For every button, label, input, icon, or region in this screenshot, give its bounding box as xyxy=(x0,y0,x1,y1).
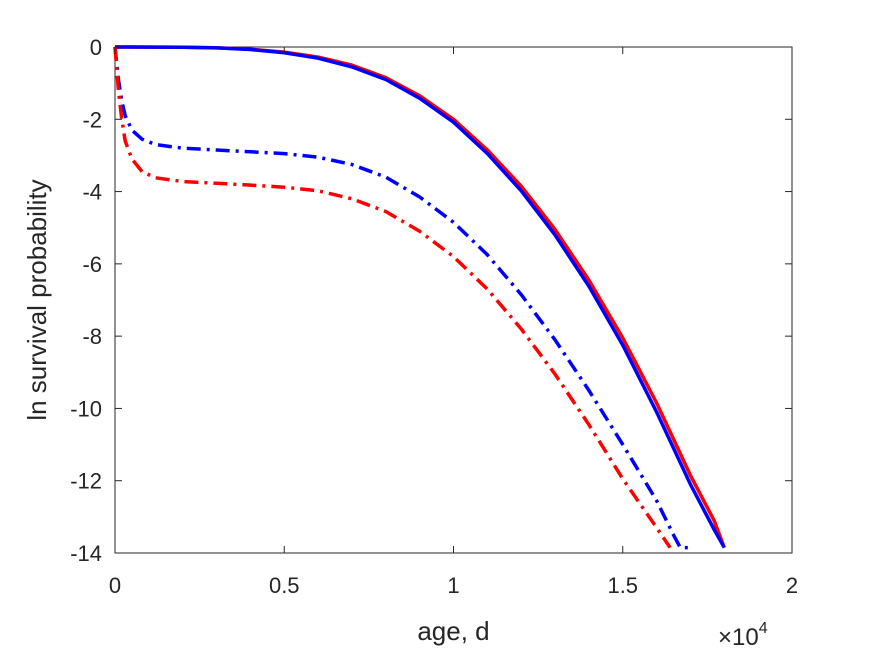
x-tick-label: 0 xyxy=(109,573,121,598)
x-tick-label: 1 xyxy=(447,573,459,598)
series-line-3 xyxy=(113,46,672,549)
x-tick-label: 1.5 xyxy=(607,573,638,598)
x-multiplier-base: ×10 xyxy=(718,624,759,651)
x-multiplier-exponent: 4 xyxy=(759,620,768,637)
x-axis-multiplier: ×104 xyxy=(718,620,768,651)
y-axis-ticks: 0 -2 -4 -6 -8 -10 -12 -14 xyxy=(70,35,792,566)
y-tick-label: -6 xyxy=(82,252,102,277)
y-tick-label: -2 xyxy=(82,107,102,132)
plot-area xyxy=(113,45,793,554)
y-tick-label: 0 xyxy=(90,35,102,60)
x-tick-label: 2 xyxy=(786,573,798,598)
y-tick-label: -4 xyxy=(82,180,102,205)
x-tick-label: 0.5 xyxy=(269,573,300,598)
x-axis-ticks: 0 0.5 1 1.5 2 xyxy=(109,47,798,598)
x-axis-label: age, d xyxy=(417,616,489,646)
y-tick-label: -14 xyxy=(70,541,102,566)
y-tick-label: -10 xyxy=(70,396,102,421)
axes-box xyxy=(114,46,793,554)
series-line-1 xyxy=(114,45,726,549)
y-tick-label: -12 xyxy=(70,469,102,494)
y-tick-label: -8 xyxy=(82,324,102,349)
series-layer xyxy=(113,45,726,550)
y-axis-label: ln survival probability xyxy=(22,179,52,420)
series-line-2 xyxy=(113,46,691,550)
